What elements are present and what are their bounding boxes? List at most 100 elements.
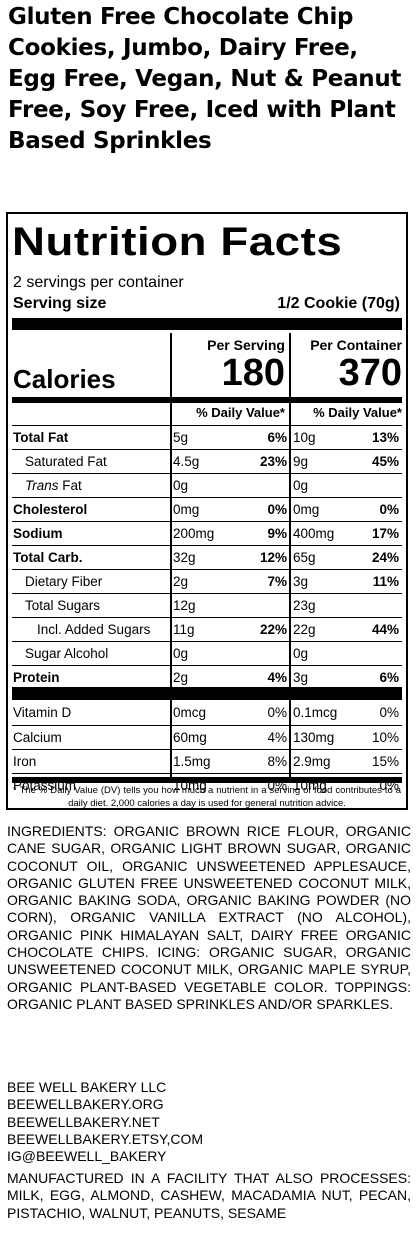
- daily-value-footnote: * The % Daily Value (DV) tells you how m…: [13, 785, 401, 809]
- nutrient-name: Total Fat: [13, 430, 68, 446]
- serving-amount: 2g: [173, 670, 189, 685]
- company-line: IG@BEEWELL_BAKERY: [7, 1148, 167, 1165]
- serving-amount: 5g: [173, 430, 189, 445]
- nutrient-name-text: Total Carb.: [13, 550, 83, 565]
- serving-amount: 0mg: [173, 502, 200, 517]
- serving-amount: 0g: [173, 478, 189, 493]
- nutrient-row: Dietary Fiber 2g 7% 3g 11%: [12, 569, 402, 592]
- nutrient-name: Iron: [13, 754, 36, 770]
- serving-daily-value: 4%: [267, 730, 287, 745]
- company-line: BEEWELLBAKERY.NET: [7, 1113, 160, 1130]
- serving-size-value: 1/2 Cookie (70g): [277, 295, 400, 312]
- nutrient-name-text: Calcium: [13, 730, 62, 745]
- product-title: Gluten Free Chocolate Chip Cookies, Jumb…: [8, 4, 402, 154]
- serving-amount: 60mg: [173, 730, 207, 745]
- container-amount: 400mg: [293, 526, 335, 541]
- serving-amount: 4.5g: [173, 454, 200, 469]
- serving-daily-value: 0%: [267, 502, 287, 517]
- container-amount: 0g: [293, 646, 309, 661]
- container-daily-value: 6%: [379, 670, 399, 685]
- nutrient-row: Sugar Alcohol 0g 0g: [12, 641, 402, 664]
- container-amount: 0.1mcg: [293, 705, 338, 720]
- calories-label: Calories: [13, 364, 116, 394]
- container-amount: 3g: [293, 670, 309, 685]
- nutrient-row: Incl. Added Sugars 11g 22% 22g 44%: [12, 617, 402, 640]
- nutrient-name: Calcium: [13, 730, 62, 746]
- container-amount: 2.9mg: [293, 754, 331, 769]
- company-info: BEE WELL BAKERY LLC BEEWELLBAKERY.ORG BE…: [7, 1079, 411, 1165]
- per-serving-header: Per Serving: [207, 337, 285, 353]
- container-daily-value: 13%: [371, 430, 399, 445]
- serving-daily-value: 7%: [267, 574, 287, 589]
- nutrient-row: Cholesterol 0mg 0% 0mg 0%: [12, 497, 402, 520]
- container-daily-value: 15%: [371, 754, 399, 769]
- serving-daily-value: 12%: [259, 550, 287, 565]
- nutrient-name: Dietary Fiber: [25, 574, 102, 590]
- nutrient-name: Protein: [13, 670, 60, 686]
- nutrition-facts-heading: Nutrition Facts: [12, 220, 343, 264]
- serving-amount: 12g: [173, 598, 196, 613]
- serving-daily-value: 23%: [259, 454, 287, 469]
- nutrient-row: Total Fat 5g 6% 10g 13%: [12, 425, 402, 448]
- nutrient-name: Sugar Alcohol: [25, 646, 108, 662]
- container-amount: 22g: [293, 622, 316, 637]
- nutrient-row: Total Sugars 12g 23g: [12, 593, 402, 616]
- column-divider-right: [289, 333, 291, 782]
- per-container-header: Per Container: [310, 337, 402, 353]
- nutrient-name: Vitamin D: [13, 705, 71, 721]
- container-amount: 3g: [293, 574, 309, 589]
- nutrient-name: Sodium: [13, 526, 63, 542]
- column-divider-left: [170, 333, 172, 782]
- container-amount: 23g: [293, 598, 316, 613]
- company-line: BEEWELLBAKERY.ORG: [7, 1096, 164, 1113]
- container-amount: 0g: [293, 478, 309, 493]
- nutrient-name-italic: Trans: [25, 478, 59, 493]
- nutrient-row: Trans Fat 0g 0g: [12, 473, 402, 496]
- daily-value-header-serving: % Daily Value*: [196, 405, 285, 420]
- nutrient-name: Trans Fat: [25, 478, 82, 494]
- nutrient-name-text: Dietary Fiber: [25, 574, 103, 589]
- container-daily-value: 11%: [372, 574, 399, 589]
- serving-daily-value: 0%: [267, 705, 287, 720]
- serving-amount: 200mg: [173, 526, 215, 541]
- nutrient-row: Iron 1.5mg 8% 2.9mg 15%: [12, 749, 402, 774]
- calories-per-container: 370: [338, 352, 402, 394]
- container-amount: 0mg: [293, 502, 320, 517]
- container-amount: 130mg: [293, 730, 335, 745]
- nutrient-name-text: Protein: [13, 670, 60, 685]
- thick-divider: [12, 318, 402, 330]
- serving-daily-value: 4%: [267, 670, 287, 685]
- nutrient-row: Vitamin D 0mcg 0% 0.1mcg 0%: [12, 701, 402, 725]
- nutrient-name-text: Vitamin D: [13, 705, 72, 720]
- nutrient-row: Total Carb. 32g 12% 65g 24%: [12, 545, 402, 568]
- footnote-divider: [12, 777, 402, 783]
- container-daily-value: 44%: [371, 622, 399, 637]
- thick-divider-vitamins: [12, 687, 402, 700]
- company-line: BEE WELL BAKERY LLC: [7, 1079, 167, 1095]
- nutrient-name-text: Iron: [13, 754, 37, 769]
- nutrient-row: Saturated Fat 4.5g 23% 9g 45%: [12, 449, 402, 472]
- container-daily-value: 24%: [371, 550, 399, 565]
- container-amount: 10g: [293, 430, 316, 445]
- nutrient-name-text: Saturated Fat: [25, 454, 107, 469]
- nutrient-name-text: Incl. Added Sugars: [37, 622, 151, 637]
- calories-per-serving: 180: [221, 352, 285, 394]
- nutrient-name-text: Total Sugars: [25, 598, 101, 613]
- serving-daily-value: 8%: [267, 754, 287, 769]
- container-amount: 65g: [293, 550, 316, 565]
- nutrient-row: Sodium 200mg 9% 400mg 17%: [12, 521, 402, 544]
- servings-per-container: 2 servings per container: [13, 274, 184, 291]
- daily-value-header-container: % Daily Value*: [313, 405, 402, 420]
- nutrient-row: Calcium 60mg 4% 130mg 10%: [12, 725, 402, 750]
- container-daily-value: 10%: [371, 730, 399, 745]
- serving-daily-value: 9%: [267, 526, 287, 541]
- container-amount: 9g: [293, 454, 309, 469]
- serving-daily-value: 6%: [267, 430, 287, 445]
- nutrition-facts-label: Nutrition Facts 2 servings per container…: [6, 212, 408, 810]
- serving-amount: 0mcg: [173, 705, 207, 720]
- nutrient-name: Saturated Fat: [25, 454, 107, 470]
- company-line: BEEWELLBAKERY.ETSY,COM: [7, 1130, 204, 1147]
- nutrient-name: Cholesterol: [13, 502, 87, 518]
- serving-amount: 32g: [173, 550, 196, 565]
- allergen-statement: MANUFACTURED IN A FACILITY THAT ALSO PRO…: [7, 1170, 411, 1221]
